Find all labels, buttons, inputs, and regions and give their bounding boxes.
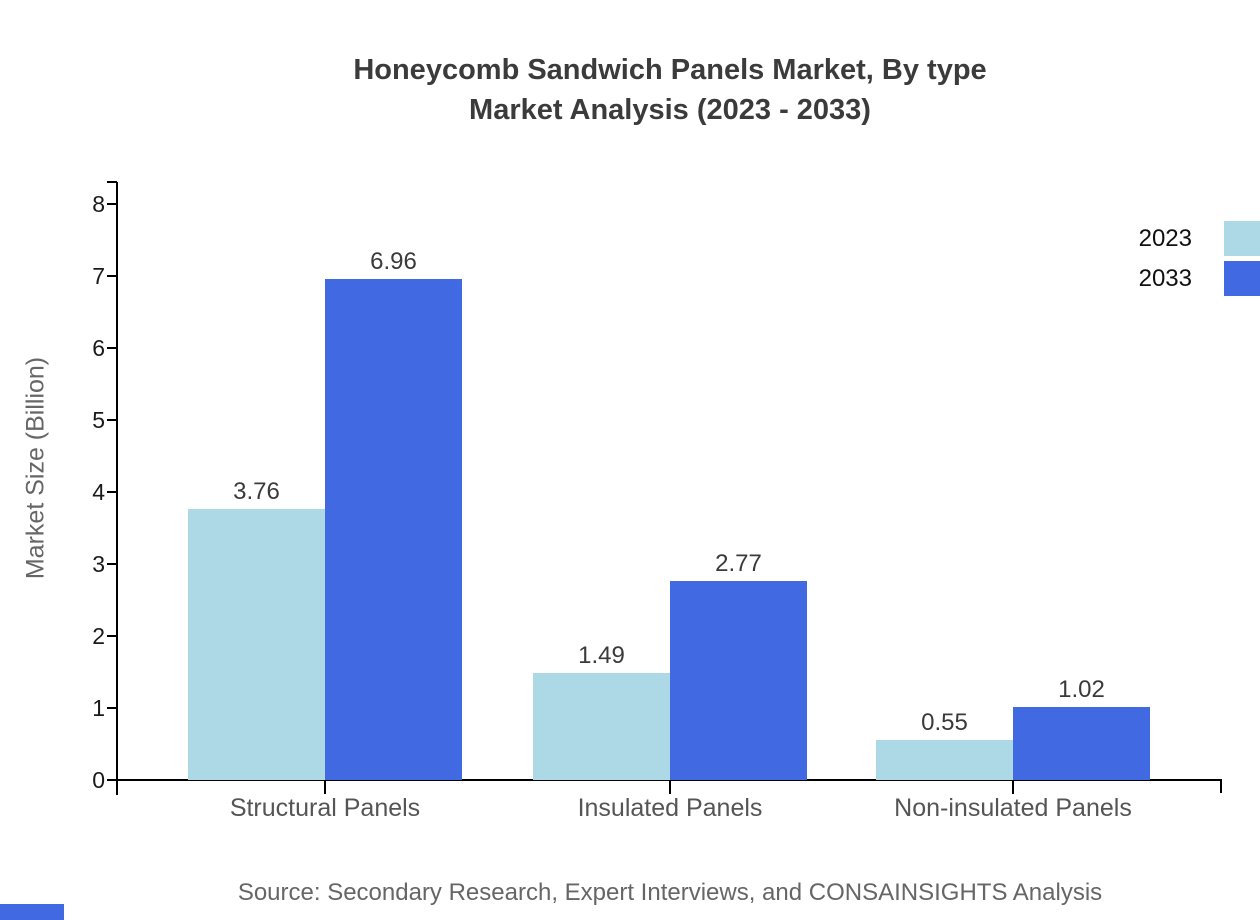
y-tick-label-3: 3	[92, 551, 105, 577]
source-note: Source: Secondary Research, Expert Inter…	[237, 879, 1103, 906]
value-label-2033-insulated-panels: 2.77	[715, 549, 762, 577]
x-tick-insulated-panels	[669, 780, 671, 794]
value-label-2033-non-insulated-panels: 1.02	[1058, 675, 1105, 703]
legend-label-2033: 2033	[1138, 265, 1192, 292]
y-axis-top-cap-tick	[107, 181, 117, 183]
brand-accent-strip	[0, 904, 64, 920]
value-label-2033-structural-panels: 6.96	[370, 247, 417, 275]
value-label-2023-non-insulated-panels: 0.55	[921, 709, 968, 737]
x-tick-structural-panels	[324, 780, 326, 794]
value-label-2023-structural-panels: 3.76	[233, 478, 280, 506]
bar-2023-structural-panels	[188, 509, 325, 780]
y-tick-label-2: 2	[92, 623, 105, 649]
bar-2033-insulated-panels	[670, 580, 807, 780]
y-tick-1	[107, 707, 117, 709]
value-label-2023-insulated-panels: 1.49	[578, 641, 625, 669]
bar-2033-structural-panels	[325, 278, 462, 780]
y-tick-label-8: 8	[92, 191, 105, 217]
y-tick-0	[107, 779, 117, 781]
chart-title-line2: Market Analysis (2023 - 2033)	[469, 94, 871, 126]
y-axis-spine	[116, 182, 118, 795]
x-tick-non-insulated-panels	[1012, 780, 1014, 794]
y-tick-label-6: 6	[92, 335, 105, 361]
bar-2023-insulated-panels	[533, 672, 670, 780]
y-tick-8	[107, 203, 117, 205]
y-tick-label-0: 0	[92, 767, 105, 793]
y-tick-2	[107, 635, 117, 637]
chart-title: Honeycomb Sandwich Panels Market, By typ…	[78, 50, 1260, 130]
bar-2033-non-insulated-panels	[1013, 706, 1150, 780]
y-tick-6	[107, 347, 117, 349]
x-axis-right-cap-tick	[1220, 780, 1222, 793]
y-tick-4	[107, 491, 117, 493]
category-label-insulated-panels: Insulated Panels	[577, 794, 763, 822]
legend: 2023 2033	[1032, 221, 1260, 301]
y-tick-label-5: 5	[92, 407, 105, 433]
y-tick-5	[107, 419, 117, 421]
legend-swatch-2023	[1224, 221, 1260, 256]
legend-swatch-2033	[1224, 261, 1260, 296]
category-label-non-insulated-panels: Non-insulated Panels	[894, 794, 1132, 822]
y-tick-7	[107, 275, 117, 277]
y-tick-3	[107, 563, 117, 565]
category-label-structural-panels: Structural Panels	[229, 794, 421, 822]
y-tick-label-7: 7	[92, 263, 105, 289]
y-tick-label-1: 1	[92, 695, 105, 721]
chart-title-line1: Honeycomb Sandwich Panels Market, By typ…	[353, 54, 987, 86]
legend-label-2023: 2023	[1138, 225, 1192, 252]
y-tick-label-4: 4	[92, 479, 105, 505]
bar-2023-non-insulated-panels	[876, 740, 1013, 780]
